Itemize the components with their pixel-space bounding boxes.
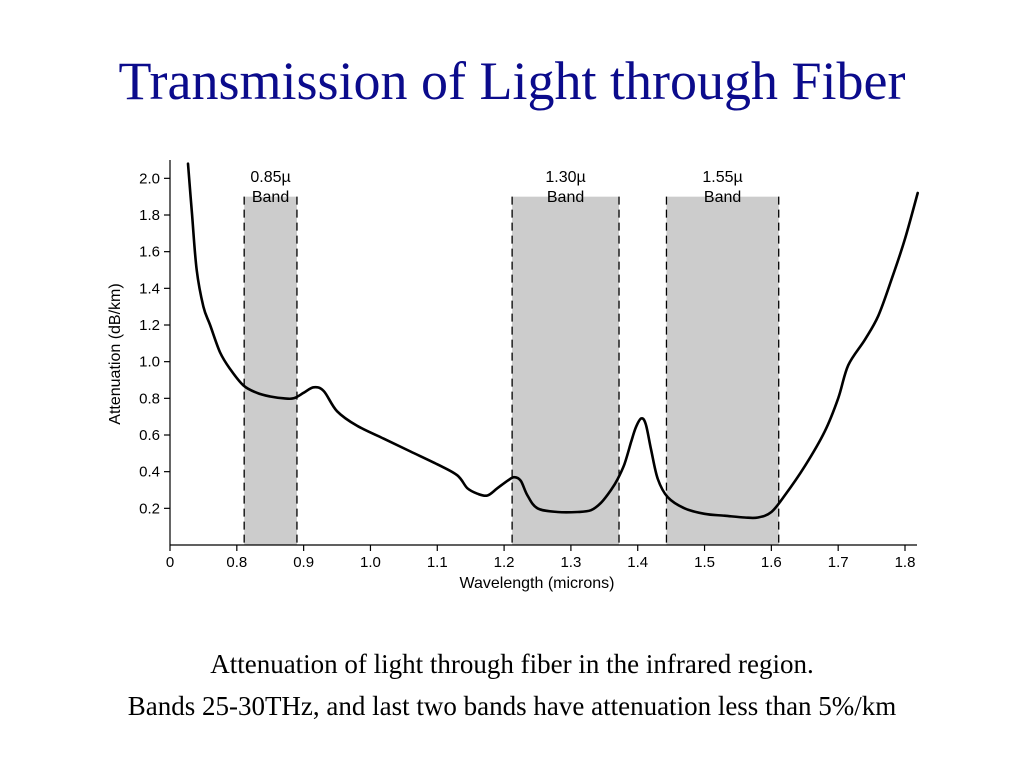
x-tick-label: 1.4 xyxy=(627,554,648,571)
attenuation-curve xyxy=(186,162,919,520)
y-tick-label: 0.4 xyxy=(139,464,160,481)
band-1-label-line-1: 0.85µ xyxy=(250,169,290,186)
y-tick-label: 0.2 xyxy=(139,500,160,517)
band-1-label-line-2: Band xyxy=(252,189,289,206)
axes-layer xyxy=(169,160,917,546)
x-tick-label: 0.8 xyxy=(226,554,247,571)
band-2-label-line-1: 1.30µ xyxy=(545,169,585,186)
y-axis-label: Attenuation (dB/km) xyxy=(107,283,124,424)
band-3-fill xyxy=(666,196,779,545)
caption-line-2: Bands 25-30THz, and last two bands have … xyxy=(127,691,897,721)
band-1-fill xyxy=(244,196,297,545)
caption-line-1: Attenuation of light through fiber in th… xyxy=(210,649,814,679)
y-tick-label: 0.6 xyxy=(139,427,160,444)
x-tick-label: 1.1 xyxy=(427,554,448,571)
x-axis-label: Wavelength (microns) xyxy=(459,575,614,592)
y-tick-label: 2.0 xyxy=(139,170,160,187)
y-tick-label: 1.0 xyxy=(139,354,160,371)
x-tick-label: 1.3 xyxy=(560,554,581,571)
x-tick-label: 1.2 xyxy=(494,554,515,571)
y-tick-label: 1.6 xyxy=(139,244,160,261)
y-tick-label: 1.4 xyxy=(139,280,160,297)
x-tick-label: 1.6 xyxy=(761,554,782,571)
band-3-label-line-1: 1.55µ xyxy=(702,169,742,186)
x-tick-label: 1.5 xyxy=(694,554,715,571)
y-tick-label: 0.8 xyxy=(139,390,160,407)
y-tick-label: 1.8 xyxy=(139,207,160,224)
x-tick-label: 0 xyxy=(166,554,174,571)
x-tick-label: 0.9 xyxy=(293,554,314,571)
x-tick-label: 1.7 xyxy=(828,554,849,571)
y-tick-label: 1.2 xyxy=(139,317,160,334)
ticks-layer: 0.2 0.4 0.6 0.8 1.0 1.2 1.4 1.6 1.8 2.0 0 0.8 0.9 1.0… xyxy=(139,170,915,571)
slide-title: Transmission of Light through Fiber xyxy=(118,51,906,111)
band-2-label-line-2: Band xyxy=(547,189,584,206)
band-3-label-line-2: Band xyxy=(704,189,741,206)
x-tick-label: 1.0 xyxy=(360,554,381,571)
x-tick-label: 1.8 xyxy=(895,554,916,571)
band-2-fill xyxy=(512,196,620,545)
bands-layer: 0.85µ Band 1.30µ Band 1.55µ Band xyxy=(243,169,780,545)
